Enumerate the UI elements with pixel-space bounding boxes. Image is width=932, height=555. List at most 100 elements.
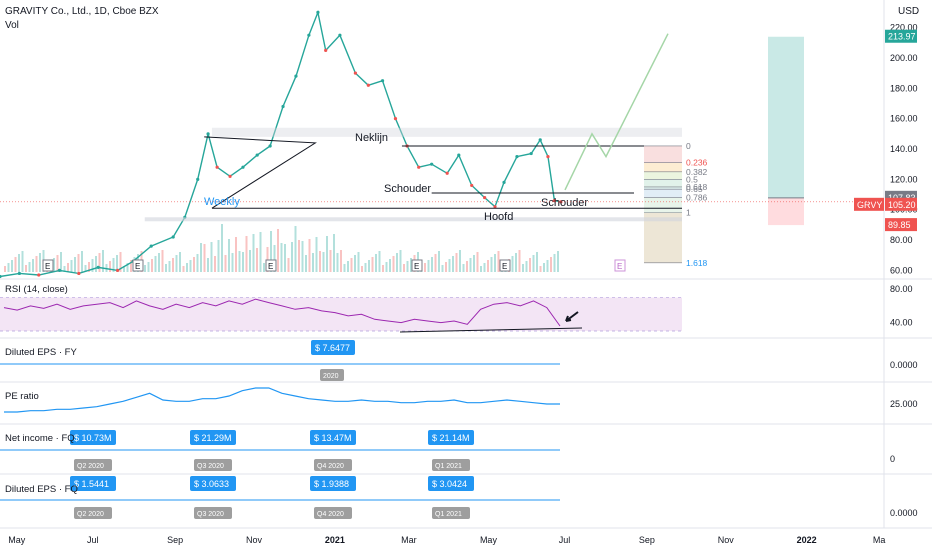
stop-price-label: 89.85: [888, 220, 911, 230]
earnings-mark-box: [499, 259, 511, 272]
price-point: [338, 33, 342, 37]
fib-level-label: 0.618: [686, 182, 708, 192]
volume-bar: [515, 253, 517, 272]
volume-bar: [245, 236, 248, 272]
earnings-mark-label: E: [135, 262, 140, 271]
volume-bar: [375, 254, 377, 272]
volume-bar: [207, 258, 209, 272]
volume-bar: [480, 266, 482, 272]
symbol-tag-bg: [854, 197, 884, 211]
volume-bar: [63, 266, 66, 272]
net-income-value-bg: [310, 430, 356, 445]
pe-ratio-line: [4, 387, 560, 413]
fib-zone: [644, 171, 682, 180]
volume-bar: [301, 241, 304, 272]
volume-bar: [70, 260, 73, 272]
price-point: [353, 71, 358, 75]
volume-bar: [235, 237, 237, 272]
net-income-value: $ 21.14M: [432, 433, 470, 443]
price-point: [255, 153, 259, 157]
net-income-value: $ 10.73M: [74, 433, 112, 443]
earnings-mark-label: E: [45, 262, 50, 271]
earnings-mark-label: E: [617, 262, 622, 271]
earnings-mark-box: [411, 259, 423, 272]
net-income-period-bg: [314, 459, 352, 471]
rsi-divergence-line: [399, 327, 583, 333]
time-axis-label: Sep: [639, 535, 655, 545]
volume-bar: [214, 256, 216, 272]
volume-bar: [179, 252, 181, 272]
volume-bar: [287, 258, 290, 272]
time-axis-label: 2022: [797, 535, 817, 545]
fib-level-label: 0.382: [686, 167, 708, 177]
fib-zone: [644, 197, 682, 213]
net-income-period: Q1 2021: [435, 463, 462, 470]
fib-level-label: 0: [686, 141, 691, 151]
price-point: [196, 177, 200, 181]
volume-bar: [35, 256, 38, 272]
volume-bar: [217, 240, 220, 272]
volume-bar: [39, 253, 41, 272]
volume-bar: [298, 240, 300, 272]
volume-bar: [490, 257, 493, 272]
volume-bar: [175, 255, 178, 272]
volume-bar: [452, 256, 454, 272]
volume-bar: [88, 262, 90, 272]
price-point: [380, 79, 385, 83]
fib-zone: [644, 179, 682, 187]
annotation-schouder-left: Schouder: [384, 183, 431, 195]
fib-zone: [644, 145, 682, 163]
volume-bar: [273, 245, 276, 272]
volume-bar: [228, 239, 230, 272]
volume-bar: [161, 250, 164, 272]
volume-bar: [196, 254, 199, 272]
volume-bar: [536, 252, 538, 272]
volume-bar: [305, 255, 307, 272]
eps-fq-period-bg: [432, 507, 470, 519]
stop-price-label-bg: [885, 218, 917, 232]
volume-bar: [182, 266, 185, 272]
price-point: [268, 144, 272, 148]
eps-fy-value-bg: [311, 340, 355, 355]
volume-bar: [224, 255, 227, 272]
volume-bar: [14, 257, 17, 272]
eps-fy-label: Diluted EPS · FY: [5, 347, 77, 358]
volume-bar: [238, 251, 241, 272]
volume-bar: [466, 261, 468, 272]
time-axis-label: Nov: [718, 535, 735, 545]
volume-bar: [189, 260, 192, 272]
fib-zone: [644, 189, 682, 198]
price-point: [294, 74, 298, 78]
volume-bar: [200, 243, 202, 272]
volume-bar: [441, 265, 444, 272]
volume-label: Vol: [5, 20, 19, 31]
volume-bar: [361, 266, 363, 272]
volume-bar: [168, 261, 171, 272]
eps-fq-axis: 0.0000: [890, 508, 918, 518]
price-point: [171, 235, 175, 239]
volume-bar: [511, 256, 514, 272]
eps-fy-value: $ 7.6477: [315, 343, 350, 353]
volume-bar: [95, 256, 97, 272]
price-point: [77, 271, 81, 276]
price-tick-label: 120.00: [890, 174, 918, 184]
volume-bar: [144, 265, 146, 272]
volume-bar: [438, 251, 440, 272]
volume-bar: [81, 251, 83, 272]
price-point: [228, 174, 232, 178]
volume-bar: [525, 261, 528, 272]
volume-bar: [497, 251, 500, 272]
volume-bar: [550, 257, 552, 272]
fib-zone: [644, 162, 682, 172]
price-tick-label: 220.00: [890, 23, 918, 33]
volume-bar: [532, 255, 535, 272]
price-point: [0, 274, 2, 279]
net-income-axis: 0: [890, 454, 895, 464]
price-point: [430, 162, 434, 166]
volume-bar: [315, 237, 318, 272]
eps-fq-period: Q4 2020: [317, 511, 344, 518]
volume-bar: [347, 261, 349, 272]
volume-bar: [172, 258, 174, 272]
fib-level-label: 0.236: [686, 158, 708, 168]
